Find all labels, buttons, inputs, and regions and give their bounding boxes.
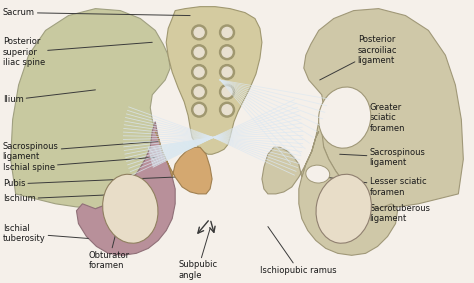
Circle shape [194, 47, 204, 57]
Ellipse shape [319, 87, 371, 148]
Text: Ischial
tuberosity: Ischial tuberosity [3, 224, 89, 243]
Text: Pubis: Pubis [3, 177, 175, 188]
Circle shape [219, 65, 235, 80]
Circle shape [222, 87, 232, 97]
Text: Greater
sciatic
foramen: Greater sciatic foramen [345, 103, 405, 132]
Text: Lesser sciatic
foramen: Lesser sciatic foramen [325, 177, 426, 197]
Text: Ischiopubic ramus: Ischiopubic ramus [260, 227, 337, 275]
Circle shape [222, 105, 232, 115]
Text: Ischium: Ischium [3, 194, 130, 203]
Circle shape [219, 102, 235, 117]
Circle shape [191, 102, 207, 117]
Circle shape [194, 87, 204, 97]
Circle shape [191, 25, 207, 40]
Text: Posterior
superior
iliac spine: Posterior superior iliac spine [3, 37, 152, 67]
Circle shape [194, 105, 204, 115]
Polygon shape [76, 122, 175, 255]
Text: Sacrotuberous
ligament: Sacrotuberous ligament [335, 204, 430, 223]
Circle shape [222, 67, 232, 77]
Polygon shape [11, 8, 170, 209]
Ellipse shape [306, 165, 330, 183]
Text: Subpubic
angle: Subpubic angle [178, 229, 217, 280]
Circle shape [194, 67, 204, 77]
Circle shape [222, 47, 232, 57]
Polygon shape [155, 132, 212, 194]
Ellipse shape [103, 174, 158, 243]
Circle shape [191, 65, 207, 80]
Polygon shape [299, 122, 398, 255]
Text: Ilium: Ilium [3, 90, 95, 104]
Circle shape [191, 45, 207, 60]
Circle shape [194, 27, 204, 37]
Text: Ischial spine: Ischial spine [3, 157, 155, 172]
Circle shape [219, 45, 235, 60]
Text: Posterior
sacroiliac
ligament: Posterior sacroiliac ligament [320, 35, 397, 80]
Circle shape [191, 84, 207, 99]
Text: Sacrospinous
ligament: Sacrospinous ligament [340, 147, 426, 167]
Polygon shape [166, 7, 262, 154]
Circle shape [219, 25, 235, 40]
Polygon shape [304, 8, 463, 209]
Circle shape [219, 84, 235, 99]
Text: Obturator
foramen: Obturator foramen [89, 224, 129, 270]
Text: Sacrum: Sacrum [3, 8, 190, 17]
Text: Sacrospinous
ligament: Sacrospinous ligament [3, 142, 158, 161]
Polygon shape [262, 132, 319, 194]
Circle shape [222, 27, 232, 37]
Ellipse shape [316, 174, 371, 243]
